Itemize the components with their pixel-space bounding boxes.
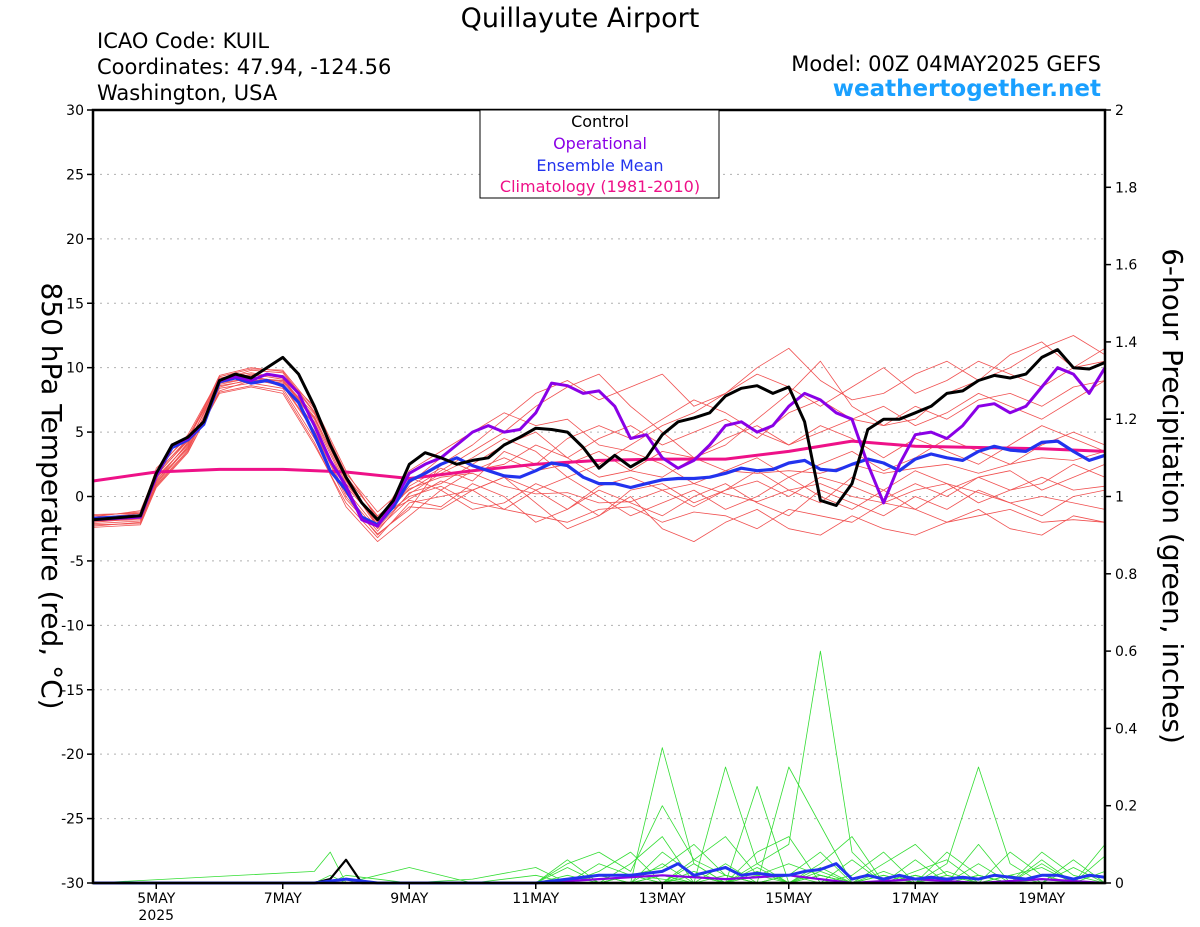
y2-tick-label: 1: [1115, 490, 1124, 506]
location: Washington, USA: [97, 81, 278, 105]
x-tick-label: 17MAY: [892, 891, 939, 907]
legend-ensemble-mean: Ensemble Mean: [536, 156, 663, 175]
temp-control-line: [92, 348, 1106, 522]
temp-member-line: [92, 380, 1106, 532]
precip-member-lines: [92, 650, 1106, 884]
y-tick-label: -15: [61, 683, 84, 699]
precip-member-line: [93, 766, 1106, 884]
y-tick-label: -30: [61, 876, 84, 892]
y-tick-label: 30: [66, 103, 84, 119]
precip-member-line: [93, 786, 1105, 884]
x-tick-sublabel: 2025: [138, 908, 174, 924]
legend-climatology: Climatology (1981-2010): [500, 177, 700, 196]
x-tick-label: 15MAY: [765, 891, 812, 907]
y-tick-label: 0: [75, 490, 84, 506]
precip-mean-line: [93, 862, 1106, 885]
y-tick-label: -20: [61, 747, 84, 763]
website-link[interactable]: weathertogether.net: [832, 76, 1101, 102]
legend-box: [479, 109, 720, 199]
x-tick-label: 13MAY: [639, 891, 686, 907]
temp-member-line: [92, 377, 1106, 530]
y-tick-label: -25: [61, 812, 84, 828]
precip-member-line: [92, 650, 1105, 884]
y2-tick-label: 0.6: [1115, 644, 1137, 660]
x-tick-label: 11MAY: [512, 891, 559, 907]
y2-tick-label: 0.8: [1115, 567, 1137, 583]
temp-member-line: [92, 372, 1106, 523]
x-tick-label: 9MAY: [390, 891, 428, 907]
temp-member-line: [92, 335, 1106, 535]
grid-lines: [93, 173, 1105, 820]
coordinates: Coordinates: 47.94, -124.56: [97, 55, 392, 79]
climatology-line: [92, 439, 1106, 483]
y-tick-label: -10: [61, 618, 84, 634]
y-tick-label: 10: [66, 361, 84, 377]
legend-control: Control: [571, 112, 629, 131]
legend-operational: Operational: [553, 134, 647, 153]
y-tick-label: 25: [66, 167, 84, 183]
y2-tick-label: 0: [1115, 876, 1124, 892]
model-run: Model: 00Z 04MAY2025 GEFS: [791, 52, 1101, 76]
x-tick-label: 5MAY: [137, 891, 175, 907]
y2-tick-label: 0.4: [1115, 721, 1137, 737]
x-tick-label: 7MAY: [264, 891, 302, 907]
highlight-lines: [92, 348, 1107, 885]
y2-tick-label: 2: [1115, 103, 1124, 119]
y-axis-label-right: 6-hour Precipitation (green, inches): [1156, 248, 1189, 744]
temp-member-line: [92, 377, 1106, 523]
temp-mean-line: [92, 376, 1106, 527]
y2-tick-label: 1.2: [1115, 412, 1137, 428]
temp-member-line: [92, 386, 1106, 539]
precip-member-line: [93, 747, 1106, 884]
temp-member-lines: [92, 335, 1106, 542]
y-tick-label: 15: [66, 296, 84, 312]
temp-member-line: [92, 360, 1106, 528]
y-tick-label: -5: [70, 554, 84, 570]
y2-tick-label: 0.2: [1115, 799, 1137, 815]
y-tick-label: 5: [75, 425, 84, 441]
axis-ticks: 302520151050-5-10-15-20-25-3021.81.61.41…: [61, 103, 1137, 924]
y2-tick-label: 1.8: [1115, 180, 1137, 196]
y-axis-label-left: 850 hPa Temperature (red, °C): [35, 282, 68, 709]
temp-operational-line: [92, 366, 1107, 528]
x-tick-label: 19MAY: [1018, 891, 1065, 907]
temp-member-line: [92, 385, 1106, 542]
icao-code: ICAO Code: KUIL: [97, 29, 270, 53]
legend: Control Operational Ensemble Mean Climat…: [479, 109, 720, 199]
precip-member-line: [93, 766, 1106, 884]
y-tick-label: 20: [66, 232, 84, 248]
y2-tick-label: 1.6: [1115, 258, 1137, 274]
page-title: Quillayute Airport: [460, 3, 700, 34]
y2-tick-label: 1.4: [1115, 335, 1137, 351]
